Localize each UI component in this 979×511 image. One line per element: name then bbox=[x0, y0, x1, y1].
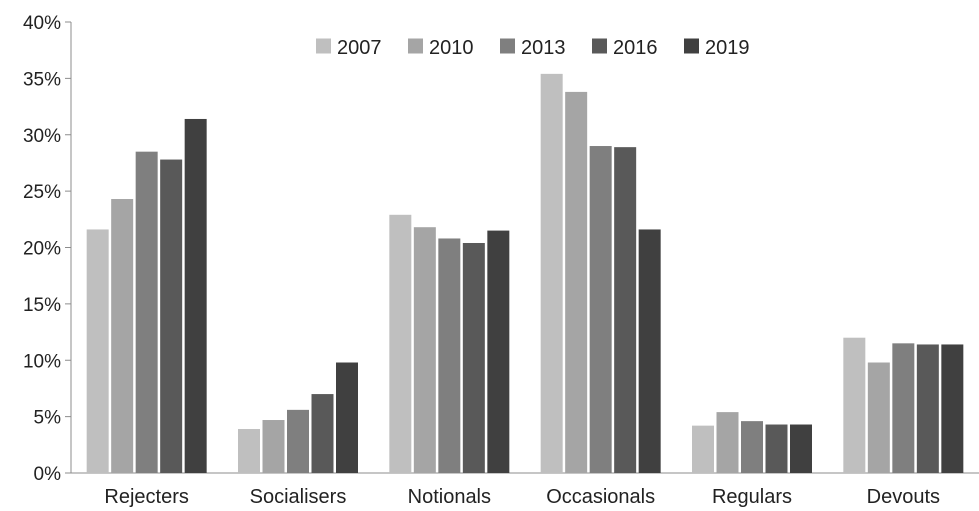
bar-2010-rejecters bbox=[111, 199, 134, 473]
bar-2010-regulars bbox=[716, 412, 739, 473]
legend-label-2013: 2013 bbox=[521, 37, 566, 59]
y-tick-label: 15% bbox=[23, 295, 61, 316]
legend-swatch-2016 bbox=[592, 38, 607, 54]
y-tick-label: 35% bbox=[23, 69, 61, 90]
bar-2007-devouts bbox=[843, 337, 866, 473]
legend-swatch-2010 bbox=[408, 38, 423, 54]
bar-2007-occasionals bbox=[540, 73, 563, 474]
y-tick-label: 20% bbox=[23, 239, 61, 260]
y-axis-ticks: 0% 5% 10% 15% 20% 25% 30% 35% 40% bbox=[23, 13, 71, 485]
legend-label-2010: 2010 bbox=[429, 37, 474, 59]
legend-swatch-2019 bbox=[684, 38, 699, 54]
bar-2019-occasionals bbox=[638, 229, 661, 473]
bar-2013-regulars bbox=[741, 421, 763, 473]
bar-2019-rejecters bbox=[184, 118, 207, 473]
bar-2019-socialisers bbox=[336, 362, 358, 473]
bar-2013-socialisers bbox=[287, 409, 309, 473]
x-category-label: Devouts bbox=[867, 486, 940, 508]
bar-2013-occasionals bbox=[589, 146, 612, 473]
bar-2019-notionals bbox=[487, 230, 510, 473]
x-category-label: Socialisers bbox=[250, 486, 347, 508]
bar-2016-socialisers bbox=[311, 394, 334, 473]
x-axis-labels: Rejecters Socialisers Notionals Occasionals… bbox=[104, 486, 940, 508]
y-tick-label: 40% bbox=[23, 13, 61, 34]
bar-2016-occasionals bbox=[614, 147, 637, 473]
x-category-label: Regulars bbox=[712, 486, 792, 508]
bar-2019-devouts bbox=[941, 344, 964, 473]
x-category-label: Occasionals bbox=[546, 486, 655, 508]
legend-label-2016: 2016 bbox=[613, 37, 658, 59]
bar-2016-devouts bbox=[916, 344, 939, 473]
bar-2016-rejecters bbox=[160, 159, 183, 473]
bars bbox=[86, 73, 964, 474]
bar-2019-regulars bbox=[790, 424, 812, 473]
y-tick-label: 10% bbox=[23, 351, 61, 372]
x-category-label: Rejecters bbox=[104, 486, 188, 508]
legend: 2007 2010 2013 2016 2019 bbox=[316, 37, 750, 59]
legend-swatch-2013 bbox=[500, 38, 515, 54]
bar-2007-notionals bbox=[389, 214, 412, 474]
bar-2016-notionals bbox=[462, 242, 485, 473]
bar-2013-devouts bbox=[892, 343, 915, 473]
x-category-label: Notionals bbox=[408, 486, 491, 508]
bar-2013-rejecters bbox=[135, 151, 158, 473]
bar-2010-notionals bbox=[413, 227, 436, 473]
bar-2013-notionals bbox=[438, 238, 461, 473]
y-tick-label: 0% bbox=[34, 464, 62, 485]
legend-label-2007: 2007 bbox=[337, 37, 382, 59]
bar-2010-socialisers bbox=[262, 420, 285, 473]
y-tick-label: 5% bbox=[34, 408, 62, 429]
legend-label-2019: 2019 bbox=[705, 37, 750, 59]
bar-2007-socialisers bbox=[238, 429, 260, 473]
bar-2007-regulars bbox=[692, 425, 714, 473]
bar-2010-occasionals bbox=[565, 91, 588, 473]
bar-2010-devouts bbox=[867, 362, 890, 473]
bar-2007-rejecters bbox=[86, 229, 109, 473]
legend-swatch-2007 bbox=[316, 38, 331, 54]
y-tick-label: 30% bbox=[23, 126, 61, 147]
y-tick-label: 25% bbox=[23, 182, 61, 203]
bar-2016-regulars bbox=[765, 424, 788, 473]
